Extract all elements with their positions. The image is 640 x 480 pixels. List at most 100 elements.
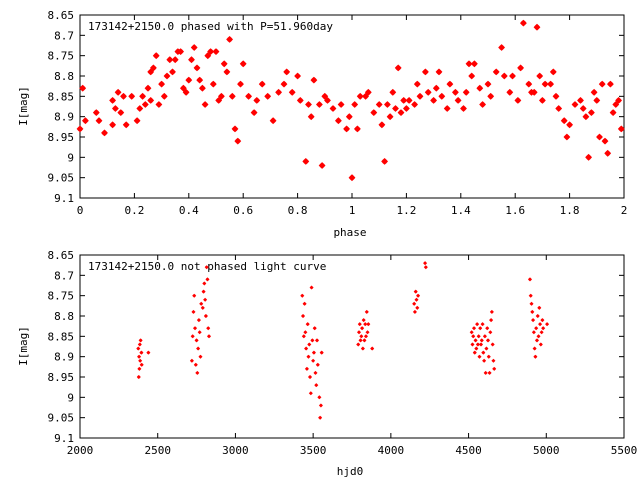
data-point — [250, 109, 258, 116]
y-tick-label: 8.95 — [48, 371, 75, 384]
x-tick-label: 1.2 — [396, 204, 416, 217]
data-point — [491, 358, 496, 363]
data-point — [582, 113, 590, 121]
data-point — [356, 92, 364, 100]
data-point — [528, 293, 533, 298]
data-point — [430, 97, 437, 104]
data-point — [101, 129, 108, 137]
data-point — [412, 301, 417, 306]
data-point — [364, 334, 368, 339]
data-point — [549, 68, 557, 76]
data-point — [308, 375, 312, 379]
data-point — [540, 318, 545, 323]
data-point — [472, 326, 476, 331]
data-point — [324, 97, 331, 104]
data-point — [509, 72, 516, 80]
data-point — [303, 330, 308, 335]
data-point — [473, 338, 478, 343]
data-point — [317, 395, 322, 400]
data-point — [160, 92, 168, 100]
data-point — [378, 121, 386, 129]
data-point — [313, 370, 318, 375]
data-point — [381, 158, 388, 165]
data-point — [198, 354, 203, 359]
data-point — [500, 72, 508, 80]
data-point — [189, 358, 194, 363]
data-point — [311, 358, 316, 363]
data-point — [218, 92, 225, 100]
data-point — [498, 44, 505, 51]
data-point — [487, 92, 495, 100]
data-point — [593, 97, 601, 104]
data-point — [617, 125, 625, 133]
data-point — [596, 133, 603, 141]
data-point — [356, 342, 361, 347]
phased-light-curve-panel: 173142+2150.0 phased with P=51.960day ph… — [17, 9, 627, 239]
data-point — [471, 60, 478, 68]
data-point — [253, 97, 261, 104]
data-point — [411, 101, 418, 108]
data-point — [520, 19, 527, 27]
y-axis-label: I[mag] — [17, 326, 30, 366]
data-point — [469, 330, 474, 335]
data-point — [363, 322, 368, 327]
data-point — [492, 366, 497, 371]
data-point — [190, 44, 198, 51]
data-point — [579, 105, 587, 112]
data-point — [357, 322, 362, 327]
data-point — [361, 318, 366, 323]
data-point — [196, 346, 201, 351]
data-point — [577, 97, 584, 104]
x-tick-label: 2000 — [67, 444, 94, 457]
data-point — [360, 346, 365, 351]
data-point — [199, 301, 204, 306]
data-point — [598, 80, 606, 88]
data-point — [306, 354, 311, 359]
data-point — [122, 121, 130, 129]
data-point — [318, 403, 323, 408]
data-point — [191, 309, 196, 314]
data-point — [305, 101, 312, 108]
data-point — [530, 88, 538, 96]
data-point — [560, 117, 568, 125]
data-point — [514, 97, 522, 104]
data-point — [177, 48, 184, 55]
data-point — [307, 342, 312, 347]
data-point — [454, 97, 462, 104]
data-point — [477, 354, 482, 359]
data-point — [364, 88, 372, 96]
data-point — [362, 338, 367, 343]
data-point — [193, 362, 198, 367]
data-point — [311, 350, 316, 355]
data-point — [530, 309, 535, 314]
data-point — [435, 68, 443, 76]
x-tick-label: 1.4 — [451, 204, 471, 217]
data-point — [169, 68, 176, 76]
data-point — [392, 105, 399, 112]
data-point — [226, 36, 233, 43]
data-point — [566, 121, 573, 129]
x-tick-label: 2 — [621, 204, 628, 217]
data-point — [206, 326, 211, 331]
data-point — [403, 105, 410, 112]
data-point — [481, 350, 486, 355]
data-point — [137, 366, 142, 371]
y-tick-label: 9.05 — [48, 172, 75, 185]
data-point — [296, 97, 304, 104]
data-point — [207, 334, 211, 339]
x-ticks: 2000 2500 3000 3500 4000 4500 5000 5500 — [67, 255, 637, 457]
data-point — [195, 370, 200, 375]
data-point — [139, 92, 146, 100]
data-point — [525, 80, 533, 88]
y-tick-label: 8.9 — [54, 111, 74, 124]
data-point — [136, 105, 144, 112]
data-point — [531, 330, 536, 335]
data-point — [319, 350, 324, 355]
data-point — [147, 97, 155, 104]
data-point — [196, 318, 201, 323]
x-tick-label: 3500 — [300, 444, 327, 457]
data-point — [269, 117, 277, 125]
data-point — [370, 109, 378, 116]
data-point — [480, 322, 485, 327]
data-point — [136, 346, 141, 351]
